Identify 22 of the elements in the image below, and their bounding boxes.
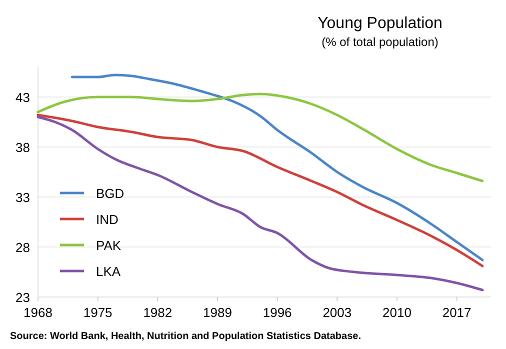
legend-label: IND — [96, 212, 118, 227]
x-tick-label: 1989 — [203, 305, 232, 320]
y-tick-label: 23 — [16, 290, 30, 305]
legend-label: PAK — [96, 238, 122, 253]
y-tick-label: 38 — [16, 140, 30, 155]
y-tick-label: 28 — [16, 240, 30, 255]
source-note: Source: World Bank, Health, Nutrition and Population Statistics Database. — [10, 331, 362, 342]
line-series — [70, 74, 484, 262]
y-tick-label: 43 — [16, 90, 30, 105]
line-series — [36, 92, 484, 182]
y-tick-label: 33 — [16, 190, 30, 205]
x-tick-label: 1982 — [143, 305, 172, 320]
legend-label: BGD — [96, 186, 124, 201]
x-tick-label: 1975 — [83, 305, 112, 320]
chart-subtitle: (% of total population) — [322, 35, 438, 49]
legend-label: LKA — [96, 264, 121, 279]
x-tick-label: 1968 — [24, 305, 52, 320]
x-tick-label: 1996 — [262, 305, 292, 320]
x-tick-label: 2003 — [322, 305, 352, 320]
x-tick-label: 2017 — [442, 305, 472, 320]
x-tick-label: 2010 — [382, 305, 412, 320]
chart-title: Young Population — [318, 15, 442, 32]
